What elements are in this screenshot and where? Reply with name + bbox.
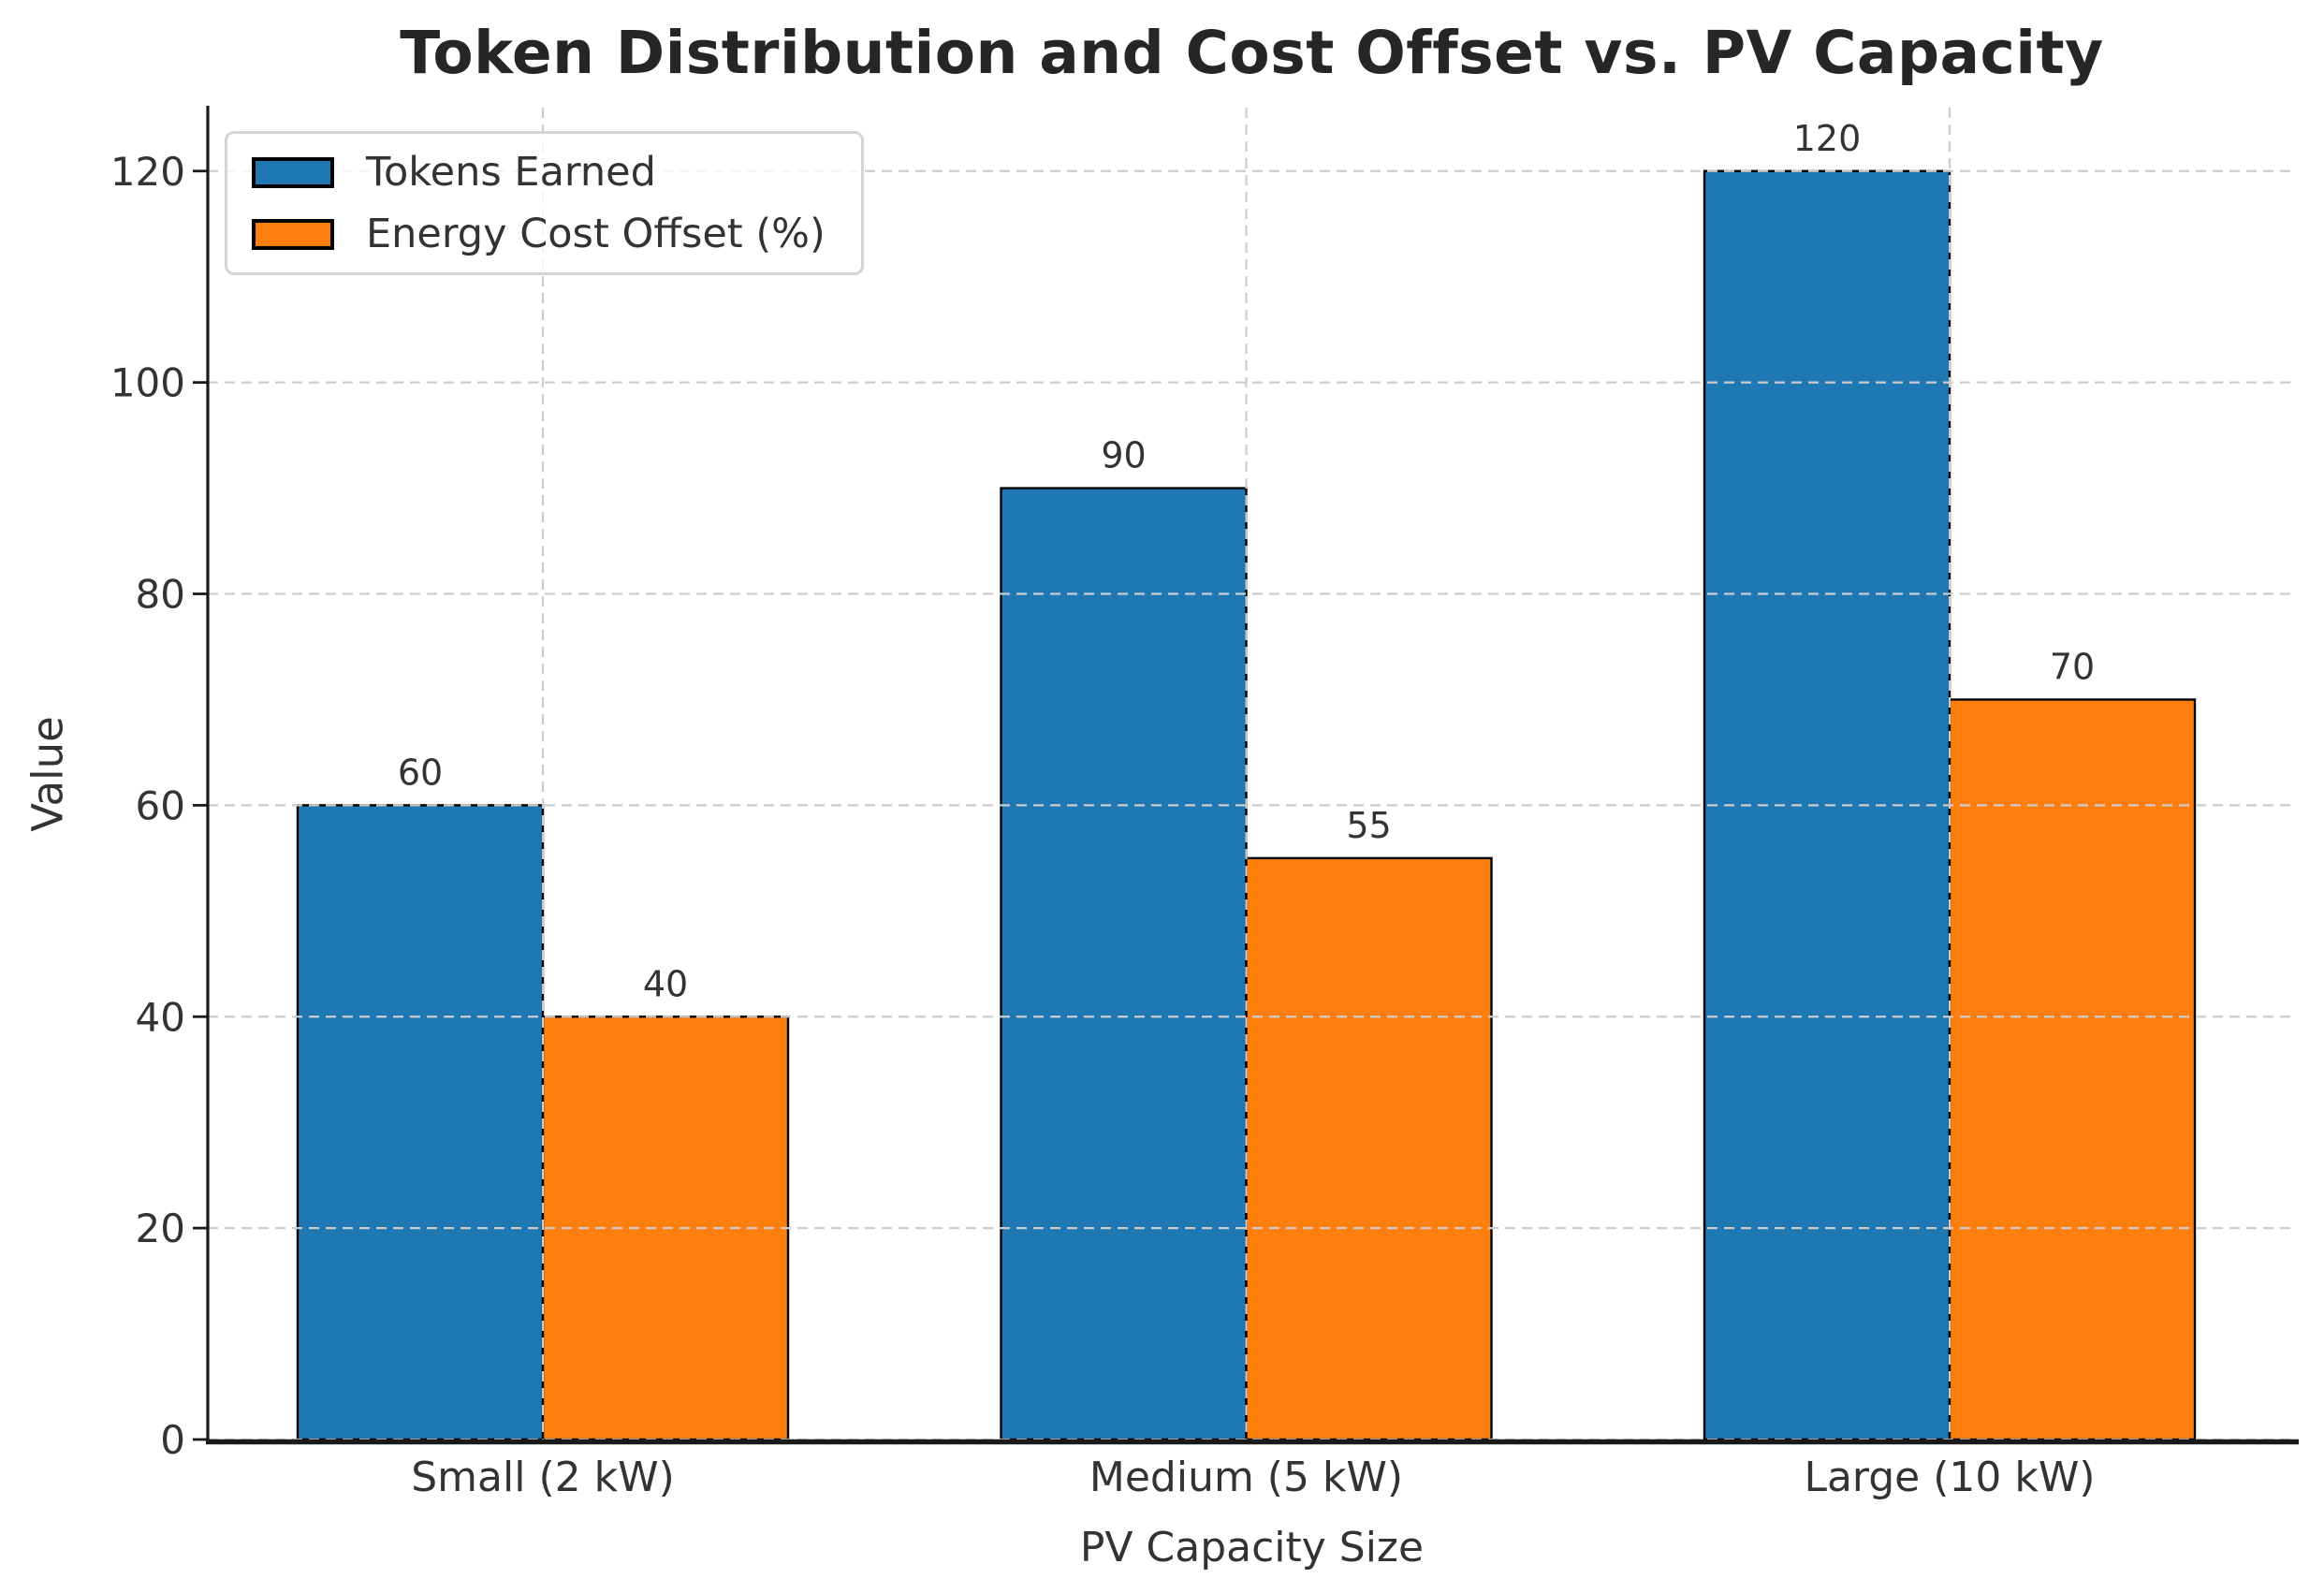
x-axis-title: PV Capacity Size [1079, 1524, 1425, 1571]
bar-orange-group3 [1948, 698, 2197, 1441]
bar-value-label: 70 [2050, 646, 2095, 687]
bar-value-label: 90 [1101, 435, 1146, 476]
legend: Tokens Earned Energy Cost Offset (%) [225, 131, 864, 275]
legend-swatch-orange [252, 218, 334, 250]
legend-label: Tokens Earned [366, 149, 656, 196]
x-tick-label: Medium (5 kW) [1089, 1454, 1403, 1501]
bar-value-label: 60 [398, 752, 443, 793]
bar-blue-group2 [1000, 487, 1248, 1441]
y-tick-label: 120 [110, 149, 185, 195]
y-tick-label: 40 [136, 994, 185, 1040]
x-tick-label: Large (10 kW) [1804, 1454, 2095, 1501]
bar-value-label: 40 [643, 963, 688, 1004]
y-tick-label: 80 [136, 572, 185, 618]
y-tick-label: 100 [110, 360, 185, 406]
y-tick-label: 0 [160, 1417, 185, 1463]
chart-title: Token Distribution and Cost Offset vs. P… [400, 19, 2104, 87]
bar-blue-group1 [296, 804, 545, 1441]
legend-swatch-blue [252, 156, 334, 188]
y-tick-label: 60 [136, 782, 185, 828]
legend-item-energy-cost-offset: Energy Cost Offset (%) [252, 207, 826, 261]
bar-orange-group2 [1245, 856, 1493, 1441]
x-tick-label: Small (2 kW) [411, 1454, 675, 1501]
y-tick-label: 20 [136, 1206, 185, 1251]
legend-item-tokens-earned: Tokens Earned [252, 145, 826, 199]
bar-value-label: 120 [1793, 118, 1862, 159]
y-axis-title: Value [22, 716, 73, 832]
bar-value-label: 55 [1346, 805, 1391, 846]
legend-label: Energy Cost Offset (%) [366, 211, 826, 257]
